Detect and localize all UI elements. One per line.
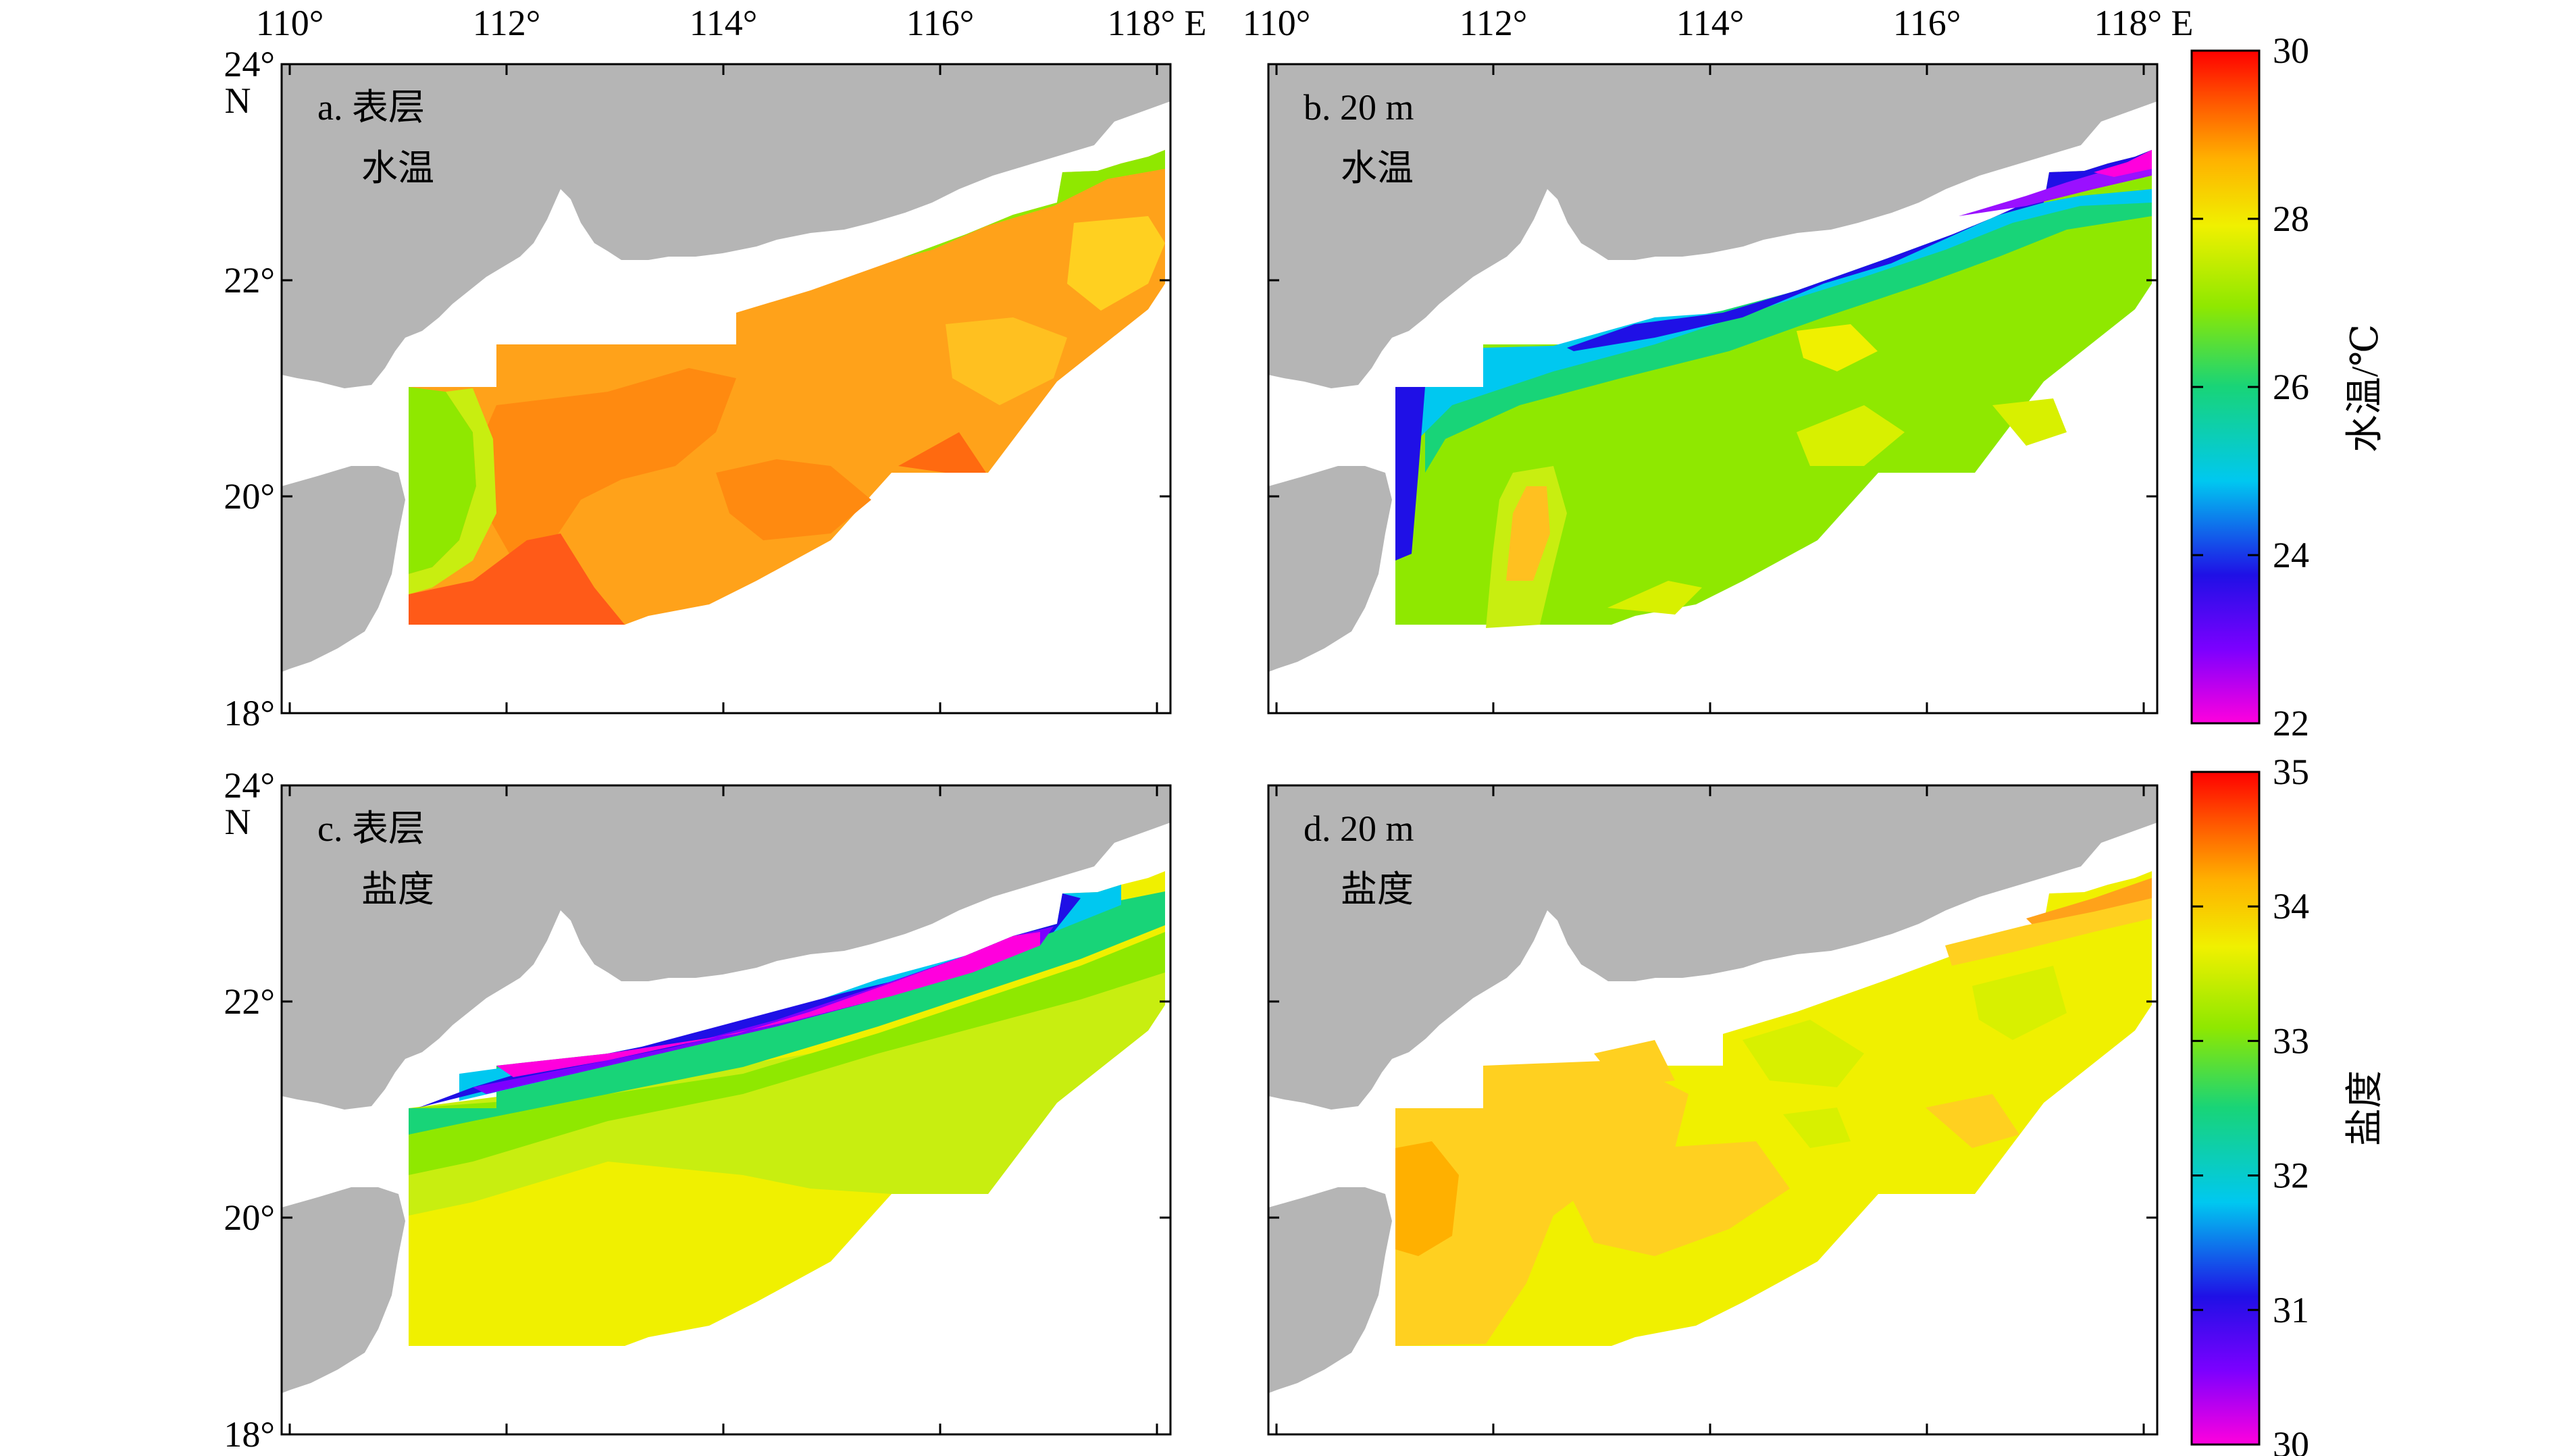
panel-label: b. 20 m xyxy=(1304,87,1414,128)
lat-unit-label: N xyxy=(225,80,251,121)
field-surface-salinity xyxy=(409,871,1165,1346)
colorbar-title: 盐度 xyxy=(2344,1070,2386,1146)
lat-tick-label: 20° xyxy=(224,1197,275,1238)
lon-tick-label: 110° xyxy=(1243,3,1311,43)
panel-variable: 水温 xyxy=(361,148,434,188)
colorbar-tick-label: 32 xyxy=(2273,1155,2309,1196)
panel-variable: 水温 xyxy=(1341,148,1414,188)
lon-tick-label: 116° xyxy=(906,3,975,43)
lon-tick-label: 114° xyxy=(1676,3,1745,43)
lat-tick-label: 18° xyxy=(224,1414,275,1455)
lat-tick-label: 24° xyxy=(224,765,275,806)
lon-tick-label: 114° xyxy=(690,3,758,43)
lon-tick-label: 112° xyxy=(1460,3,1528,43)
panel-variable: 盐度 xyxy=(361,869,434,910)
field-20m-salinity xyxy=(1395,871,2152,1346)
colorbar-tick-label: 31 xyxy=(2273,1290,2309,1330)
colorbar-temperature: 30 28 26 24 22 水温/℃ xyxy=(2190,30,2386,744)
lat-tick-label: 22° xyxy=(224,981,275,1022)
panel-b: b. 20 m 水温 xyxy=(1267,63,2159,714)
map-border xyxy=(1267,784,2159,1436)
field-surface-temperature xyxy=(409,150,1165,625)
lon-tick-label: 112° xyxy=(473,3,541,43)
lat-tick-label: 20° xyxy=(224,476,275,517)
colorbar-tick-label: 33 xyxy=(2273,1020,2309,1061)
colorbar-tick-label: 22 xyxy=(2273,703,2309,744)
lat-unit-label: N xyxy=(225,802,251,842)
lat-tick-label: 22° xyxy=(224,260,275,301)
lat-tick-label: 18° xyxy=(224,693,275,733)
lon-tick-label: 110° xyxy=(256,3,324,43)
colorbar-tick-label: 28 xyxy=(2273,199,2309,239)
panel-d: d. 20 m 盐度 xyxy=(1267,784,2159,1436)
colorbar-tick-label: 30 xyxy=(2273,30,2309,71)
panel-a: a. 表层 水温 xyxy=(280,63,1172,714)
colorbar-tick-label: 34 xyxy=(2273,886,2309,927)
lat-tick-label: 24° xyxy=(224,44,275,84)
panel-label: d. 20 m xyxy=(1304,808,1414,849)
lon-tick-label: 116° xyxy=(1893,3,1961,43)
field-20m-temperature xyxy=(1395,150,2152,628)
colorbar-gradient xyxy=(2190,771,2261,1446)
land-mass xyxy=(282,785,1170,1393)
panel-label: c. 表层 xyxy=(317,808,425,849)
map-border xyxy=(1267,63,2159,714)
map-border xyxy=(280,784,1172,1436)
panel-variable: 盐度 xyxy=(1341,869,1414,910)
colorbar-title: 水温/℃ xyxy=(2344,324,2386,452)
colorbar-tick-label: 24 xyxy=(2273,535,2309,575)
land-mass xyxy=(1268,64,2157,672)
colorbar-tick-label: 30 xyxy=(2273,1424,2309,1456)
colorbar-tick-label: 35 xyxy=(2273,752,2309,792)
land-mass xyxy=(1268,785,2157,1393)
land-mass xyxy=(282,64,1170,672)
map-border xyxy=(280,63,1172,714)
panel-c: c. 表层 盐度 xyxy=(280,784,1172,1436)
colorbar-salinity: 35 34 33 32 31 30 盐度 xyxy=(2190,752,2386,1456)
lon-tick-label: 118° E xyxy=(2094,3,2193,43)
panel-label: a. 表层 xyxy=(317,87,425,128)
lon-tick-label: 118° E xyxy=(1107,3,1206,43)
colorbar-tick-label: 26 xyxy=(2273,367,2309,407)
